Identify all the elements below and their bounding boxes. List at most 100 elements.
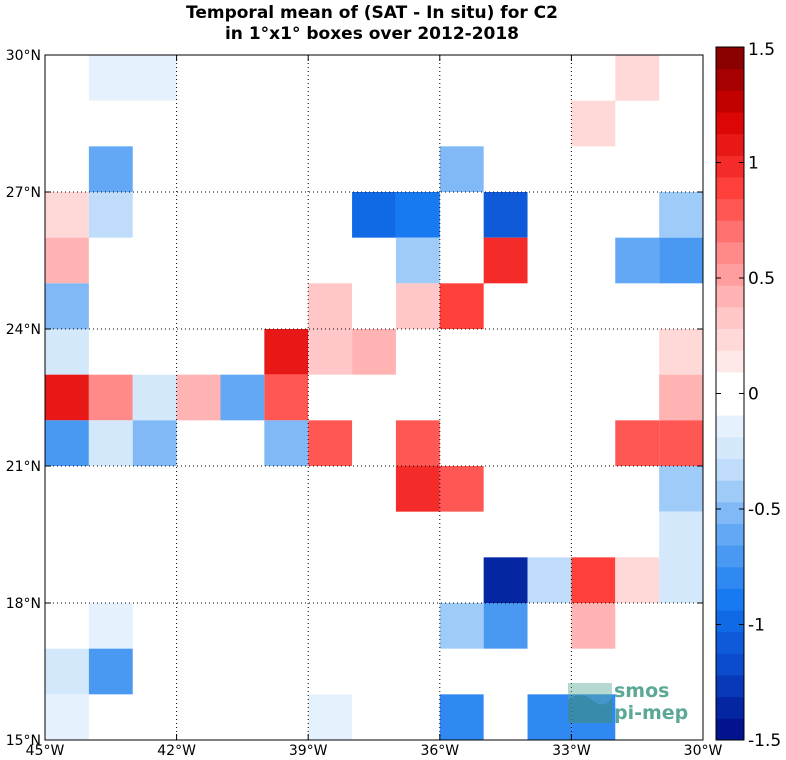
heatmap-cell: [615, 557, 660, 603]
heatmap-cell: [88, 374, 133, 421]
heatmap-cell: [395, 237, 440, 284]
heatmap-cell: [483, 192, 528, 238]
heatmap-cell: [88, 648, 133, 695]
colorbar-level: [716, 111, 744, 135]
heatmap-cell: [527, 694, 572, 740]
heatmap-cell: [527, 557, 572, 603]
logo-text-pimep: pi-mep: [614, 702, 688, 724]
colorbar-level: [716, 696, 744, 719]
x-tick-label: 33°W: [552, 743, 591, 759]
colorbar-level: [716, 220, 744, 243]
heatmap-cell: [308, 283, 353, 329]
colorbar-level: [716, 68, 744, 91]
x-tick-label: 30°W: [684, 743, 723, 759]
heatmap-cell: [308, 329, 353, 375]
smos-pimep-logo: smos pi-mep: [568, 680, 688, 724]
colorbar-level: [716, 90, 744, 113]
heatmap-cell: [439, 694, 484, 740]
heatmap-cell: [615, 237, 660, 284]
colorbar-level: [716, 480, 744, 503]
heatmap-cell: [659, 466, 703, 512]
colorbar-tick-label: 0.5: [748, 269, 775, 289]
heatmap-cell: [659, 511, 703, 558]
colorbar-level: [716, 198, 744, 221]
heatmap-cell: [45, 694, 89, 740]
heatmap-cell: [439, 283, 484, 329]
heatmap-cell: [571, 603, 616, 649]
y-axis-ticks: 15°N 18°N 21°N 24°N 27°N 30°N: [6, 48, 703, 749]
colorbar-tick-label: -1: [748, 616, 765, 636]
colorbar-tick-label: 0: [748, 385, 759, 405]
heatmap-cell: [395, 283, 440, 329]
heatmap-cell: [439, 466, 484, 512]
heatmap-cell: [659, 192, 703, 238]
heatmap-cell: [88, 55, 133, 101]
heatmap-cell: [439, 146, 484, 192]
y-tick-label: 27°N: [6, 185, 41, 201]
heatmap-cell: [395, 466, 440, 512]
heatmap-cell: [88, 146, 133, 192]
heatmap-cell: [352, 192, 396, 238]
heatmap-cell: [88, 192, 133, 238]
colorbar-level: [716, 285, 744, 308]
heatmap-cell: [308, 420, 353, 466]
colorbar-level: [716, 436, 744, 459]
heatmap-cell: [132, 55, 177, 101]
y-tick-label: 24°N: [6, 322, 41, 338]
y-tick-label: 18°N: [6, 596, 41, 612]
colorbar-level: [716, 653, 744, 676]
colorbar-level: [716, 718, 744, 741]
colorbar-level: [716, 458, 744, 481]
heatmap-cell: [45, 237, 89, 284]
x-axis-ticks: 45°W 42°W 39°W 36°W 33°W 30°W: [26, 55, 723, 759]
heatmap-cell: [88, 603, 133, 649]
x-tick-label: 45°W: [26, 743, 65, 759]
colorbar-level: [716, 545, 744, 568]
y-tick-label: 21°N: [6, 459, 41, 475]
heatmap-cell: [483, 603, 528, 649]
x-tick-label: 36°W: [420, 743, 459, 759]
colorbar-level: [716, 263, 744, 286]
heatmap-cell: [571, 557, 616, 603]
heatmap-cell: [659, 329, 703, 375]
heatmap-cell: [220, 374, 265, 421]
heatmap-cell: [395, 420, 440, 466]
colorbar-level: [716, 47, 744, 70]
heatmap-cell: [483, 557, 528, 603]
heatmap-cell: [439, 603, 484, 649]
colorbar-level: [716, 566, 744, 589]
heatmap-cell: [352, 329, 396, 375]
heatmap-cell: [45, 329, 89, 375]
heatmap-cell: [176, 374, 221, 421]
plot-frame: [44, 54, 704, 741]
heatmap-cell: [45, 283, 89, 329]
heatmap-cell: [264, 420, 309, 466]
heatmap-cell: [571, 100, 616, 147]
colorbar-level: [716, 631, 744, 654]
heatmap-cell: [88, 420, 133, 466]
heatmap-cell: [45, 374, 89, 421]
heatmap-cell: [615, 420, 660, 466]
colorbar-tick-label: 1.5: [748, 40, 775, 60]
heatmap-cell: [659, 237, 703, 284]
heatmap-cell: [659, 374, 703, 421]
heatmap-cell: [659, 420, 703, 466]
colorbar-level: [716, 588, 744, 611]
logo-text-smos: smos: [614, 680, 669, 702]
chart-title-line2: in 1°x1° boxes over 2012-2018: [225, 24, 519, 44]
heatmap-cell: [659, 557, 703, 603]
colorbar-level: [716, 350, 744, 373]
y-tick-label: 15°N: [6, 733, 41, 749]
colorbar-tick-label: -0.5: [748, 500, 781, 520]
x-tick-label: 39°W: [289, 743, 328, 759]
colorbar-level: [716, 306, 744, 330]
colorbar-level: [716, 610, 744, 633]
colorbar-level: [716, 501, 744, 524]
heatmap-cell: [308, 694, 353, 740]
heatmap-cell: [264, 329, 309, 375]
colorbar-level: [716, 393, 744, 416]
heatmap-cell: [264, 374, 309, 421]
colorbar-level: [716, 176, 744, 200]
heatmap-cell: [483, 237, 528, 284]
